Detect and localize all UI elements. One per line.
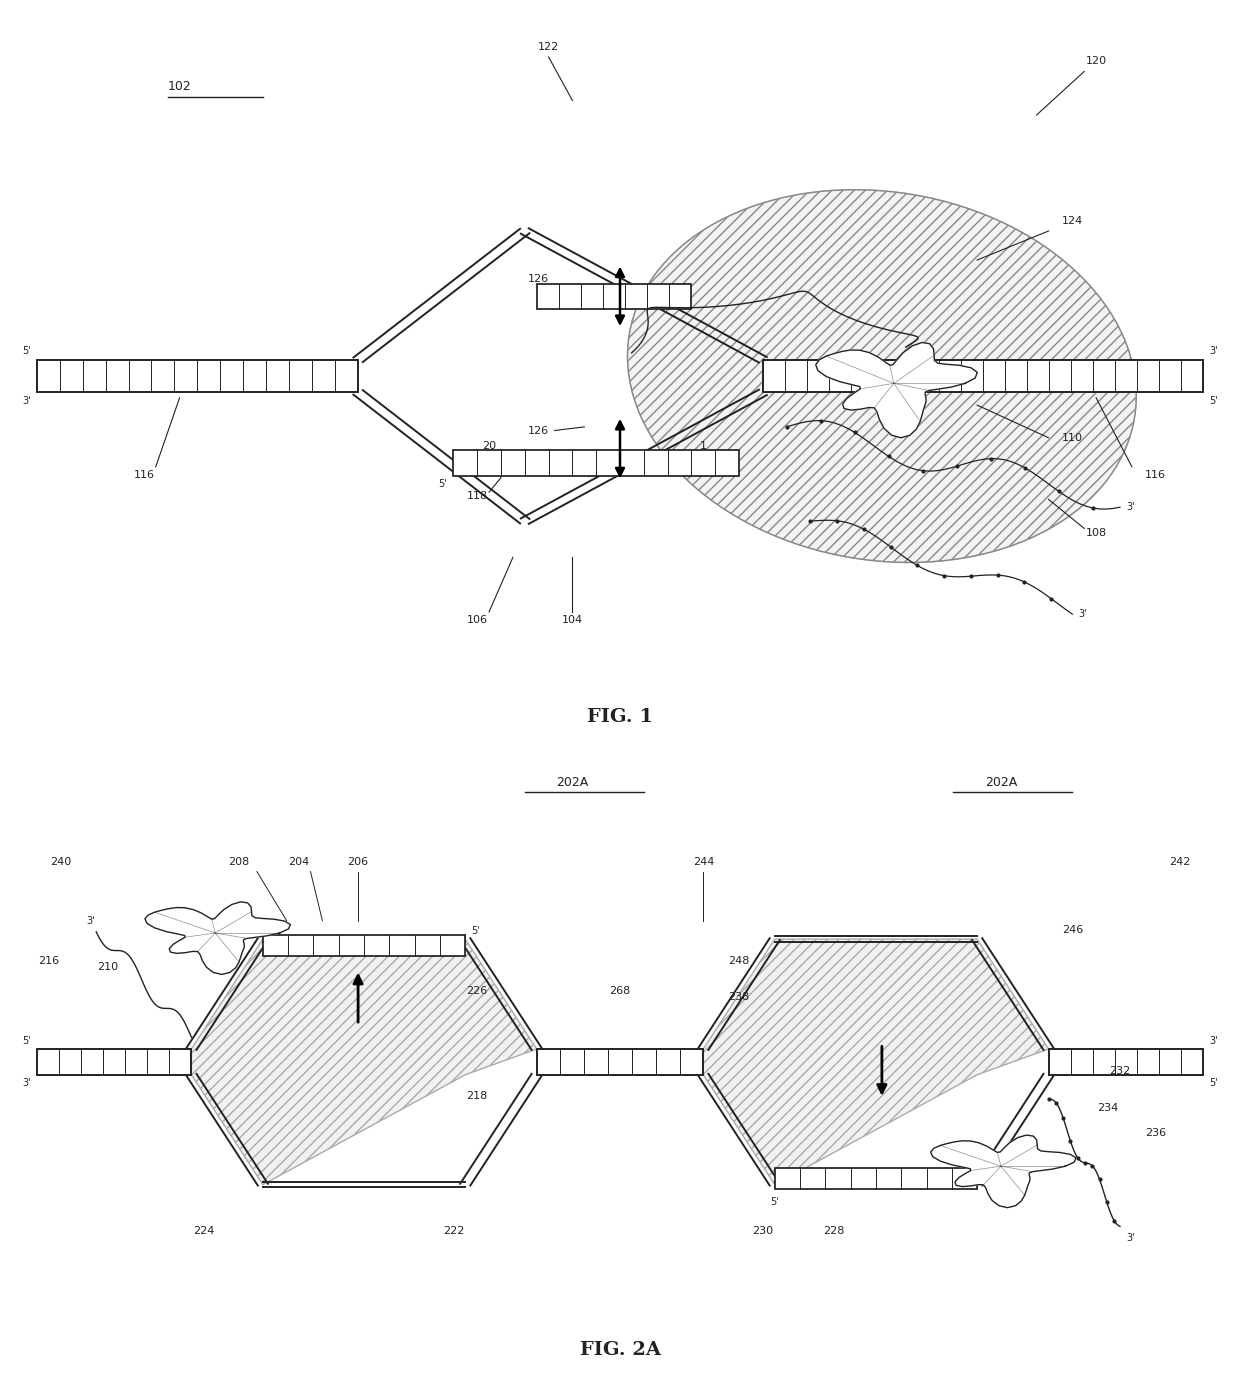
Text: 5': 5' [22,346,31,356]
Text: 3': 3' [1209,346,1218,356]
Text: 5': 5' [1209,396,1218,406]
Text: 104: 104 [562,615,583,625]
Text: 1: 1 [699,441,707,451]
Text: 120: 120 [1085,56,1107,66]
Polygon shape [931,1136,1076,1208]
Text: 3': 3' [1126,502,1135,512]
Text: 244: 244 [693,858,714,868]
Text: 122: 122 [538,42,559,52]
Text: 224: 224 [192,1226,215,1236]
Text: 3': 3' [22,396,31,406]
Text: 3': 3' [1126,1233,1135,1243]
Text: 240: 240 [50,858,71,868]
Text: 116: 116 [134,470,154,480]
Bar [537,1049,703,1074]
Text: 204: 204 [288,858,309,868]
Text: 116: 116 [1146,470,1166,480]
Text: 236: 236 [1145,1127,1167,1137]
Text: 3': 3' [22,1078,31,1088]
Text: 208: 208 [228,858,249,868]
Text: 206: 206 [347,858,368,868]
Text: 232: 232 [1110,1066,1131,1076]
Bar [775,1168,977,1189]
Text: 126: 126 [527,425,548,437]
Text: 5': 5' [22,1036,31,1046]
Text: 242: 242 [1169,858,1190,868]
Text: 3': 3' [86,915,94,926]
Polygon shape [703,939,1049,1184]
Bar [37,1049,191,1074]
Text: 222: 222 [443,1226,464,1236]
Text: 108: 108 [1085,527,1107,537]
Text: 3': 3' [1209,1036,1218,1046]
Text: 110: 110 [1061,434,1083,444]
Bar [763,360,1203,392]
Polygon shape [145,901,290,975]
Text: 268: 268 [609,986,631,996]
Text: 102: 102 [167,80,191,93]
Text: 246: 246 [1061,925,1083,935]
Text: 5': 5' [1209,1078,1218,1088]
Text: 20: 20 [482,441,496,451]
Text: 126: 126 [527,273,548,283]
Text: 202A: 202A [985,776,1017,788]
Text: 226: 226 [466,986,487,996]
Text: 124: 124 [1061,216,1083,226]
Text: 218: 218 [466,1091,487,1101]
Bar [263,935,465,956]
Polygon shape [816,342,977,438]
Text: 106: 106 [466,615,487,625]
Text: FIG. 1: FIG. 1 [587,709,653,725]
Text: 248: 248 [728,956,750,965]
Text: 3': 3' [1079,610,1087,619]
Text: 5': 5' [439,480,448,490]
Text: 234: 234 [1097,1103,1118,1113]
Bar [537,283,692,310]
Bar [454,451,739,476]
Text: 118: 118 [466,491,487,501]
Text: 5': 5' [471,926,480,936]
Text: 202A: 202A [557,776,589,788]
Text: 5': 5' [770,1197,779,1207]
Polygon shape [191,939,537,1184]
Ellipse shape [627,190,1136,562]
Text: 210: 210 [98,961,119,972]
Bar [1049,1049,1203,1074]
Text: 228: 228 [823,1226,844,1236]
Text: 238: 238 [728,992,750,1003]
Text: 216: 216 [38,956,60,965]
Bar [37,360,358,392]
Text: 230: 230 [753,1226,774,1236]
Text: FIG. 2A: FIG. 2A [579,1342,661,1359]
